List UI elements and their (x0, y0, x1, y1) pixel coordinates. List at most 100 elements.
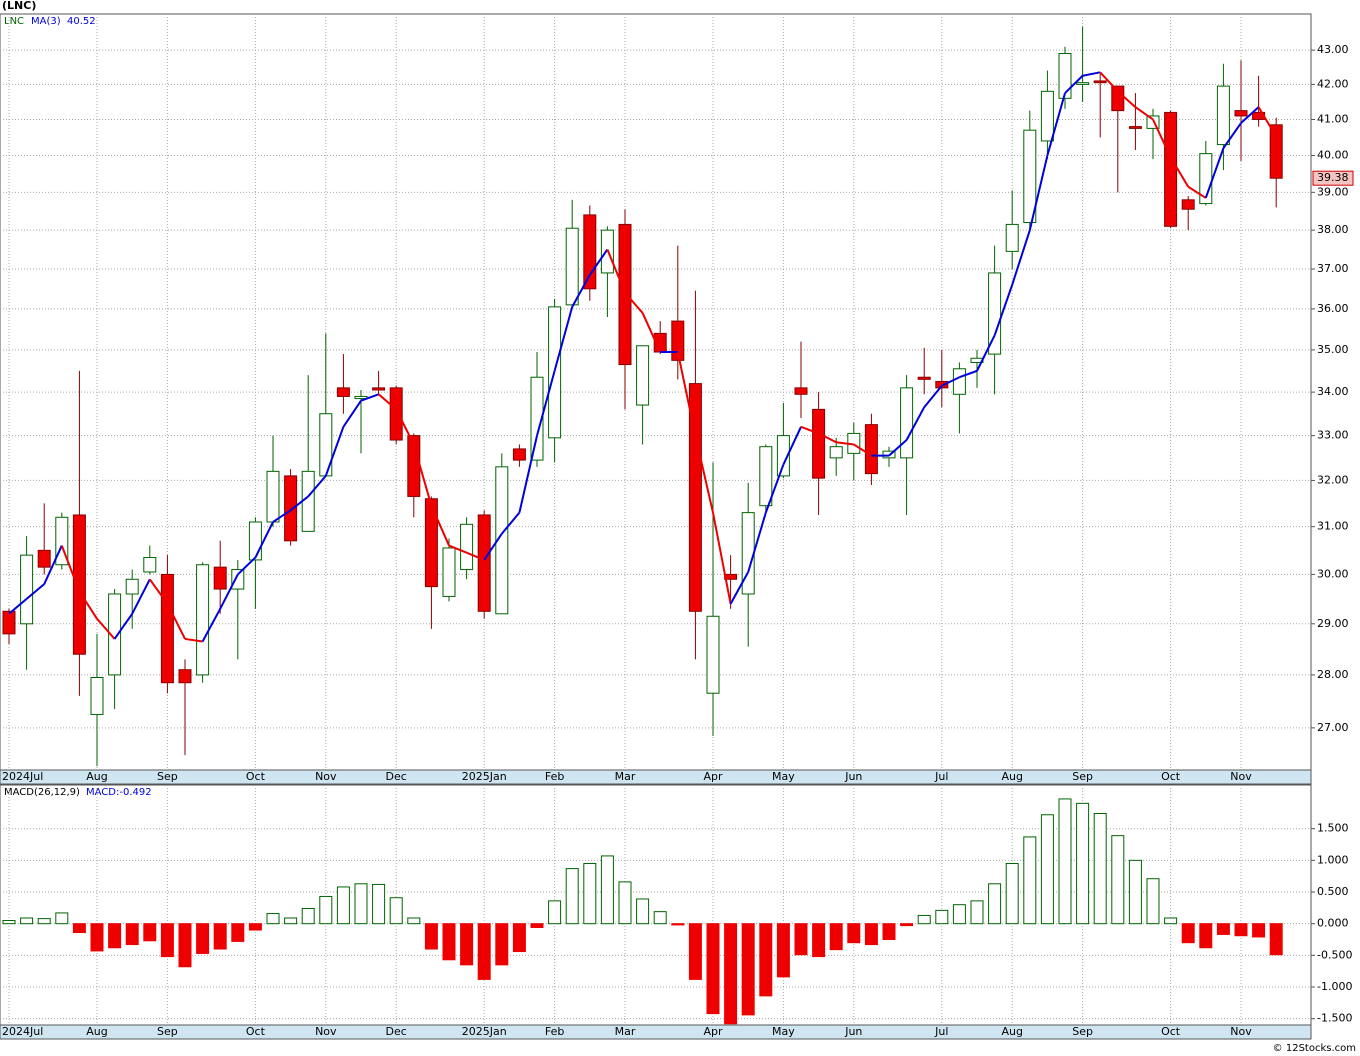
candle-body (442, 547, 456, 597)
ma-line (78, 590, 98, 620)
bar (917, 914, 931, 925)
last-price: 39.38 (1317, 171, 1349, 184)
x-tick-label: Nov (1230, 770, 1252, 783)
bar (1164, 917, 1178, 925)
bar (741, 923, 755, 1016)
bar (548, 900, 562, 925)
footer: © 12Stocks.com (1273, 1043, 1356, 1054)
ma-line (606, 249, 626, 294)
candle-body (2, 610, 16, 635)
bar (952, 904, 966, 925)
date-strip (0, 769, 1312, 785)
x-tick-label: 2025Jan (462, 1025, 507, 1038)
ma-line (518, 435, 538, 513)
y-tick-label: -0.500 (1317, 948, 1352, 961)
x-tick-label: Oct (1161, 770, 1181, 783)
bar (900, 923, 914, 927)
candle-body (1128, 126, 1142, 129)
ma-line (959, 369, 978, 379)
candle-body (565, 227, 579, 306)
y-tick-label: 34.00 (1317, 385, 1349, 398)
bar (583, 863, 597, 925)
bar (794, 923, 808, 956)
candle-body (812, 408, 826, 479)
y-tick-label: 1.500 (1317, 822, 1349, 835)
y-tick-label: -1.500 (1317, 1012, 1352, 1025)
x-tick-label: Nov (315, 770, 337, 783)
bar (231, 923, 245, 942)
candle-body (1164, 111, 1178, 227)
candle-body (160, 573, 174, 684)
ma-line (184, 637, 203, 643)
x-tick-label: Jun (844, 770, 862, 783)
x-tick-label: 2024Jul (2, 770, 43, 783)
ma-line (219, 573, 239, 610)
bar (37, 918, 51, 925)
candle-body (706, 615, 720, 694)
date-strip (0, 1024, 1312, 1040)
ma-line (676, 351, 697, 436)
x-tick-label: Dec (386, 1025, 407, 1038)
candle-body (1058, 53, 1072, 99)
bar (196, 923, 210, 954)
ma-line (836, 441, 854, 446)
x-tick-label: Nov (1230, 1025, 1252, 1038)
bar (460, 923, 474, 966)
bar (284, 917, 298, 925)
bar (266, 913, 280, 925)
y-tick-label: 0.000 (1317, 917, 1349, 930)
bar (336, 886, 350, 925)
candle-body (37, 549, 51, 568)
bar (776, 923, 790, 978)
ma-line (905, 406, 926, 441)
candle-body (72, 514, 86, 655)
ma-line (1099, 71, 1119, 93)
y-tick-label: 33.00 (1317, 429, 1349, 442)
x-tick-label: Feb (545, 770, 564, 783)
ma-line (201, 608, 222, 642)
bar (160, 923, 174, 958)
ma-line (1152, 119, 1172, 158)
candle-body (424, 498, 438, 588)
candle-body (248, 521, 262, 561)
candle-body (20, 554, 34, 625)
bar (354, 883, 368, 925)
candle-body (618, 223, 632, 366)
ma-line (571, 274, 591, 308)
candle-body (178, 669, 192, 684)
ma-line (1187, 185, 1207, 199)
ma-line (536, 370, 556, 436)
bar (706, 923, 720, 1015)
y-tick-label: 43.00 (1317, 43, 1349, 56)
ma-line (747, 512, 767, 573)
x-tick-label: 2024Jul (2, 1025, 43, 1038)
candle-body (1076, 82, 1090, 85)
x-tick-label: 2025Jan (462, 770, 507, 783)
candle-body (1023, 129, 1037, 224)
candle-body (108, 593, 122, 676)
macd-panel (0, 784, 1312, 1026)
candle-body (512, 448, 526, 461)
ma-line (360, 393, 379, 402)
ma-line (1011, 229, 1031, 286)
ma-line (483, 533, 503, 561)
bar (319, 895, 333, 925)
x-tick-label: Sep (1072, 1025, 1093, 1038)
ma-line (501, 511, 521, 535)
bar (829, 923, 843, 951)
ma-line (1117, 90, 1137, 108)
bar (1252, 923, 1266, 938)
x-tick-label: Jun (844, 1025, 862, 1038)
bar (970, 900, 984, 925)
bar (1128, 859, 1142, 925)
ma-line (712, 512, 732, 605)
bar (2, 920, 16, 925)
bar (372, 883, 386, 925)
ma-line (131, 578, 151, 615)
candle-body (829, 446, 843, 459)
x-tick-label: Oct (246, 1025, 266, 1038)
bar (248, 923, 262, 931)
x-tick-label: Jul (934, 770, 948, 783)
x-tick-label: Jul (934, 1025, 948, 1038)
legend-entry: MA(3) (31, 16, 61, 27)
